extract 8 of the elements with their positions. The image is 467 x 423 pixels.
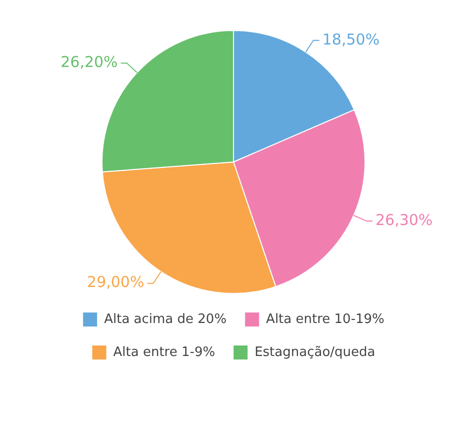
legend-label: Alta entre 1-9%	[113, 344, 216, 360]
data-label: 29,00%	[87, 273, 144, 292]
legend-label: Estagnação/queda	[254, 344, 376, 360]
data-label: 26,30%	[375, 210, 433, 229]
legend-label: Alta entre 10-19%	[266, 312, 384, 327]
data-label: 18,50%	[322, 30, 380, 48]
data-label: 26,20%	[60, 52, 118, 71]
legend-label: Alta acima de 20%	[104, 312, 227, 327]
